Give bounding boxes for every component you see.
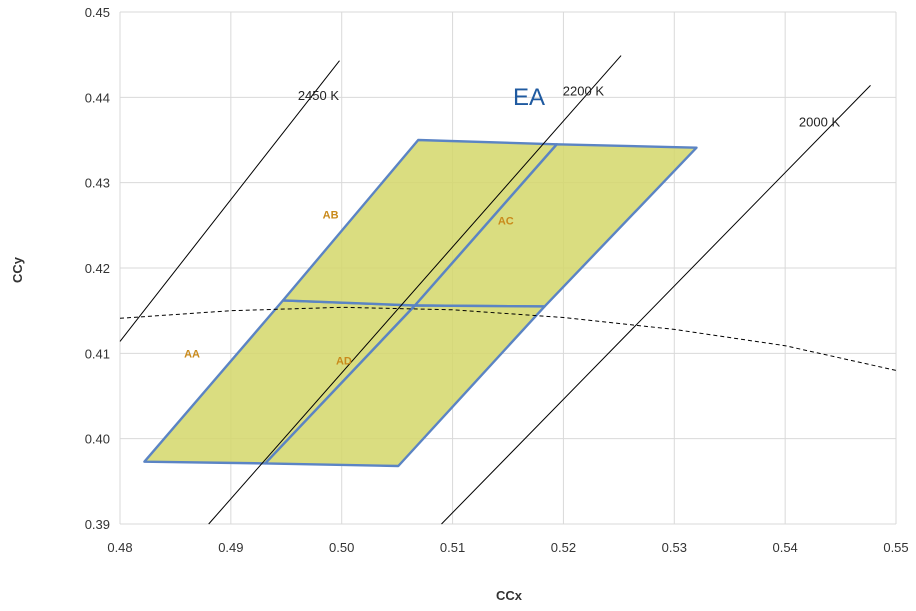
isotherm-lines <box>119 55 871 525</box>
x-tick-label: 0.54 <box>772 540 797 555</box>
bin-label-aa: AA <box>184 349 200 361</box>
bin-label-ac: AC <box>498 215 514 227</box>
x-tick-label: 0.52 <box>551 540 576 555</box>
planckian-locus-curve <box>119 306 897 371</box>
x-tick-label: 0.51 <box>440 540 465 555</box>
region-label: EA <box>513 84 545 111</box>
bin-label-ad: AD <box>336 355 352 367</box>
tick-labels: 0.48 0.49 0.50 0.51 0.52 0.53 0.54 0.55 0.39 0.40… <box>85 5 909 555</box>
isotherm-label-2200k: 2200 K <box>563 84 605 99</box>
x-tick-label: 0.49 <box>218 540 243 555</box>
y-tick-label: 0.40 <box>85 432 110 447</box>
isotherm-2000k <box>441 85 871 525</box>
x-tick-label: 0.53 <box>662 540 687 555</box>
x-tick-label: 0.48 <box>107 540 132 555</box>
isotherm-2200k <box>208 55 622 525</box>
x-tick-label: 0.55 <box>883 540 908 555</box>
bin-ad <box>264 304 546 468</box>
y-tick-label: 0.42 <box>85 261 110 276</box>
y-tick-label: 0.41 <box>85 346 110 361</box>
y-axis-title: CCy <box>10 256 25 283</box>
y-tick-label: 0.44 <box>85 90 110 105</box>
isotherm-label-2000k: 2000 K <box>799 114 841 129</box>
isotherm-label-2450k: 2450 K <box>298 88 340 103</box>
data-labels: 2450 K 2200 K 2000 K AA AB AC AD EA <box>184 84 840 368</box>
y-tick-label: 0.43 <box>85 176 110 191</box>
x-tick-label: 0.50 <box>329 540 354 555</box>
y-tick-label: 0.39 <box>85 517 110 532</box>
bin-label-ab: AB <box>323 210 339 222</box>
isotherm-2450k <box>119 60 340 342</box>
x-axis-title: CCx <box>496 588 523 603</box>
planckian-locus <box>119 306 897 371</box>
bin-polygons <box>143 138 698 468</box>
y-tick-label: 0.45 <box>85 5 110 20</box>
